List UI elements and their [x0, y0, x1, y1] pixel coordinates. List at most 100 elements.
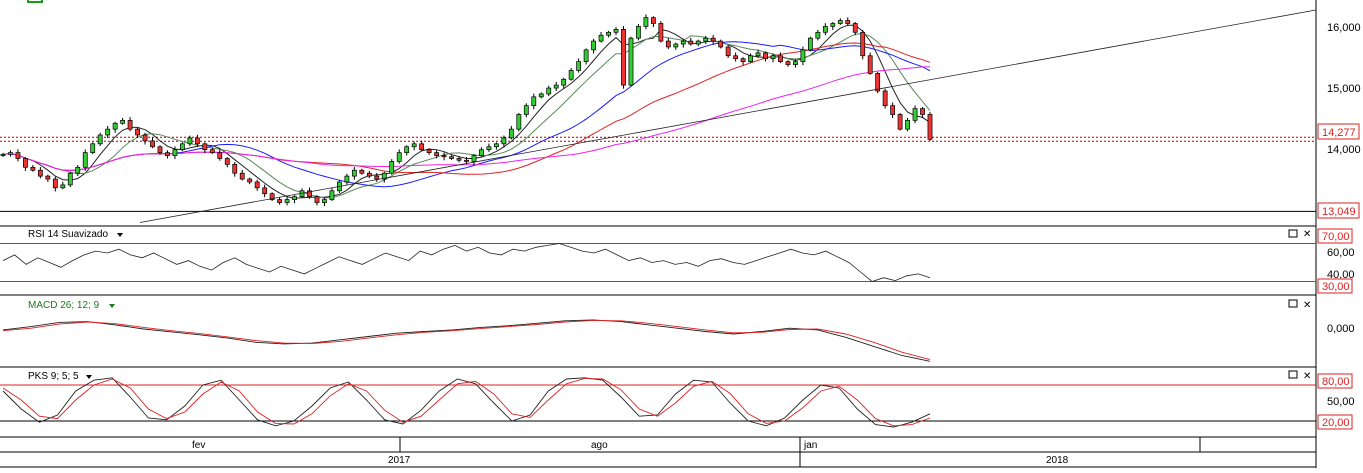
candle-up[interactable]: [815, 31, 821, 39]
candle-down[interactable]: [194, 137, 200, 145]
candle-down[interactable]: [441, 155, 447, 158]
rsi-dropdown-icon[interactable]: [117, 233, 123, 237]
candle-up[interactable]: [598, 34, 604, 42]
candle-down[interactable]: [366, 172, 372, 177]
candle-down[interactable]: [150, 140, 155, 148]
candle-up[interactable]: [112, 122, 118, 130]
candle-down[interactable]: [232, 164, 238, 174]
candle-down[interactable]: [890, 105, 896, 115]
candle-up[interactable]: [0, 154, 6, 156]
candle-down[interactable]: [718, 40, 724, 48]
candle-down[interactable]: [665, 40, 671, 48]
candle-up[interactable]: [822, 26, 828, 33]
candle-down[interactable]: [867, 55, 873, 74]
candle-up[interactable]: [807, 37, 813, 51]
candle-up[interactable]: [606, 31, 611, 36]
candle-up[interactable]: [389, 161, 395, 174]
candle-up[interactable]: [67, 172, 73, 186]
candle-up[interactable]: [793, 61, 798, 65]
candle-up[interactable]: [628, 37, 634, 86]
candle-up[interactable]: [905, 119, 910, 130]
candle-up[interactable]: [284, 199, 290, 203]
candle-up[interactable]: [404, 146, 410, 153]
candle-up[interactable]: [396, 152, 402, 162]
candle-down[interactable]: [15, 152, 21, 159]
candle-up[interactable]: [591, 40, 596, 51]
candle-down[interactable]: [927, 114, 933, 140]
candle-down[interactable]: [725, 46, 731, 57]
candle-up[interactable]: [82, 152, 88, 168]
macd-close-icon[interactable]: ✕: [1303, 300, 1311, 311]
candle-up[interactable]: [187, 137, 193, 145]
candle-up[interactable]: [97, 134, 103, 145]
pks-dropdown-icon[interactable]: [86, 375, 92, 379]
candle-up[interactable]: [501, 137, 507, 145]
candle-down[interactable]: [374, 175, 380, 180]
trend-line[interactable]: [139, 9, 1317, 223]
candle-down[interactable]: [217, 152, 223, 159]
candle-up[interactable]: [770, 55, 776, 60]
candle-up[interactable]: [508, 128, 514, 139]
candle-up[interactable]: [636, 26, 641, 39]
candle-up[interactable]: [748, 55, 753, 62]
candle-down[interactable]: [621, 29, 626, 86]
candle-down[interactable]: [710, 37, 716, 42]
macd-dropdown-icon[interactable]: [109, 304, 115, 308]
candle-down[interactable]: [142, 134, 148, 142]
candle-up[interactable]: [613, 29, 619, 33]
candle-down[interactable]: [135, 128, 140, 136]
candle-up[interactable]: [568, 70, 574, 80]
candle-up[interactable]: [912, 108, 918, 121]
candle-down[interactable]: [202, 143, 208, 151]
candle-up[interactable]: [172, 149, 178, 156]
macd-panel[interactable]: [2, 319, 931, 362]
candle-down[interactable]: [127, 119, 133, 130]
candle-up[interactable]: [90, 143, 96, 153]
candle-up[interactable]: [344, 175, 350, 183]
candle-down[interactable]: [209, 149, 215, 153]
candle-down[interactable]: [359, 169, 365, 174]
candle-down[interactable]: [247, 178, 253, 183]
candle-up[interactable]: [680, 40, 686, 45]
candle-down[interactable]: [852, 23, 858, 33]
candle-down[interactable]: [897, 114, 903, 130]
candle-up[interactable]: [643, 17, 649, 27]
candle-down[interactable]: [277, 199, 283, 203]
candle-up[interactable]: [351, 169, 357, 177]
candle-up[interactable]: [837, 20, 843, 24]
pks-label[interactable]: PKS 9; 5; 5: [28, 371, 79, 382]
macd-label[interactable]: MACD 26; 12; 9: [28, 300, 100, 311]
candle-down[interactable]: [650, 17, 656, 24]
candle-up[interactable]: [60, 184, 66, 189]
rsi-panel[interactable]: [0, 243, 1316, 282]
candle-up[interactable]: [523, 105, 529, 115]
candle-down[interactable]: [733, 55, 739, 60]
candle-down[interactable]: [882, 90, 888, 107]
candle-down[interactable]: [426, 149, 432, 153]
pks-maximize-icon[interactable]: [1288, 370, 1298, 379]
candle-down[interactable]: [37, 169, 43, 177]
candle-down[interactable]: [658, 23, 664, 42]
candle-down[interactable]: [45, 175, 51, 180]
candle-up[interactable]: [471, 155, 477, 162]
candle-up[interactable]: [322, 199, 327, 203]
candle-up[interactable]: [105, 128, 111, 136]
candle-up[interactable]: [75, 166, 81, 174]
candle-down[interactable]: [740, 58, 746, 62]
candle-down[interactable]: [860, 31, 866, 57]
candle-up[interactable]: [120, 119, 126, 124]
candle-up[interactable]: [8, 152, 13, 155]
candle-up[interactable]: [755, 52, 761, 57]
candle-up[interactable]: [800, 49, 806, 62]
candle-down[interactable]: [688, 40, 694, 45]
candle-up[interactable]: [546, 87, 552, 95]
candle-up[interactable]: [381, 172, 387, 180]
candle-up[interactable]: [830, 23, 836, 27]
candle-up[interactable]: [703, 37, 709, 42]
candle-up[interactable]: [329, 190, 335, 200]
candle-up[interactable]: [576, 61, 582, 71]
candle-up[interactable]: [411, 143, 417, 148]
candle-down[interactable]: [875, 73, 881, 92]
candle-down[interactable]: [165, 152, 170, 156]
candle-down[interactable]: [464, 159, 469, 162]
